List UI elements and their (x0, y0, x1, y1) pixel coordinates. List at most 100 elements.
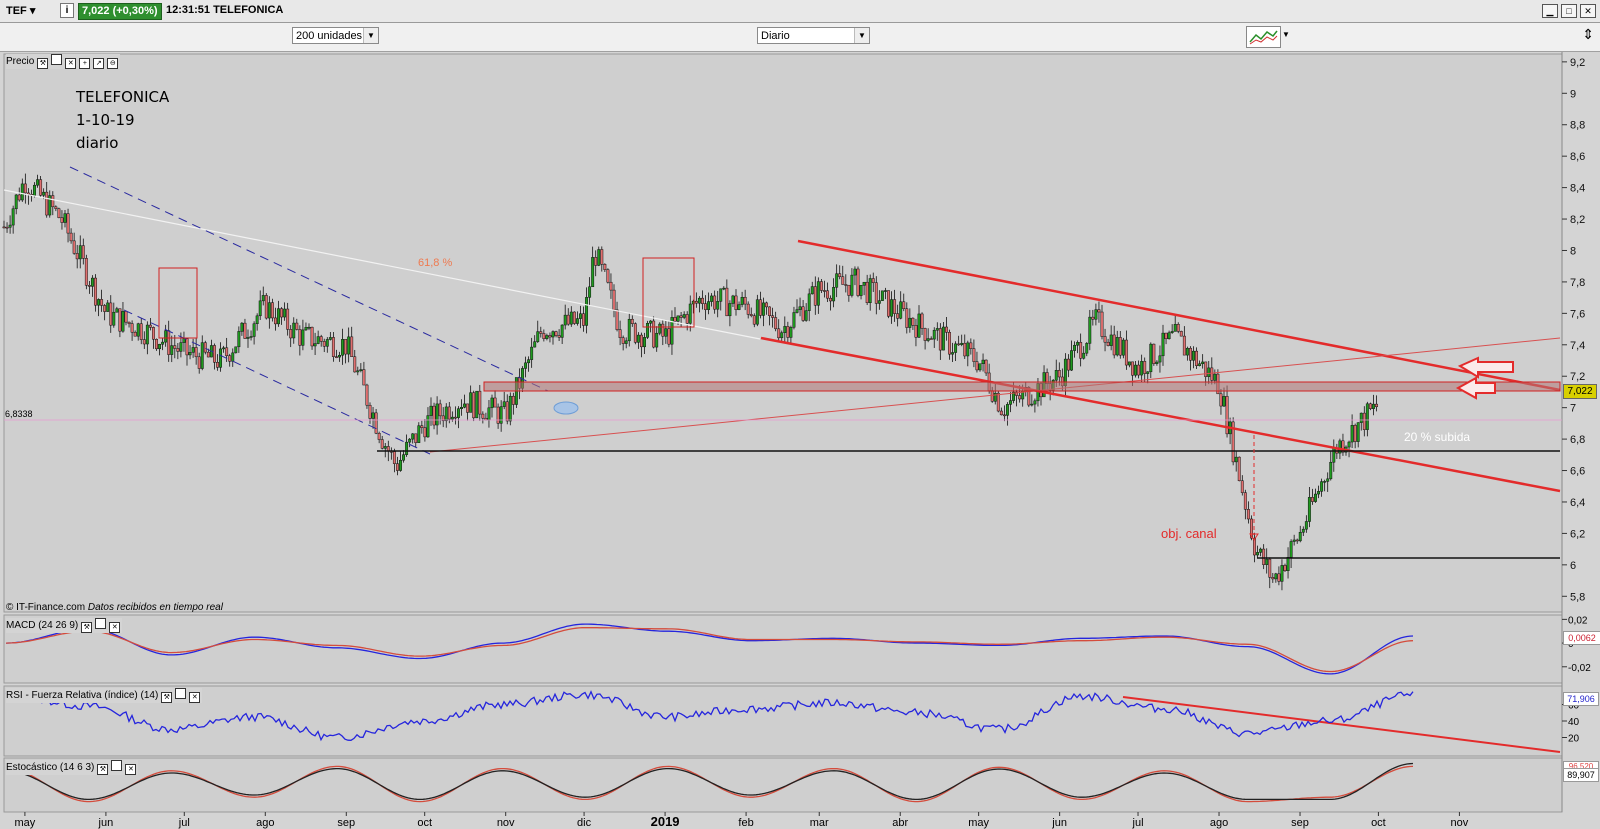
candle-body (731, 295, 735, 304)
wrench-icon[interactable]: ⚒ (161, 692, 173, 703)
candle-body (829, 297, 832, 302)
candle-body (17, 194, 21, 201)
chevron-down-icon: ▼ (854, 28, 869, 43)
chevron-down-icon[interactable]: ▼ (1282, 30, 1290, 39)
units-select[interactable]: 200 unidades ▼ (292, 27, 379, 44)
candle-body (527, 359, 531, 364)
x-tick-label: jul (178, 817, 190, 829)
candle-body (710, 295, 714, 302)
candle-body (1134, 364, 1137, 376)
candle-body (746, 303, 750, 315)
candle-body (261, 295, 265, 302)
window-icon[interactable] (95, 618, 107, 629)
y-tick-label: 7,6 (1570, 308, 1585, 320)
candle-body (453, 416, 457, 419)
candle-body (627, 318, 631, 342)
wrench-icon[interactable]: ⚒ (37, 58, 49, 69)
wrench-icon[interactable]: ⚒ (97, 764, 109, 775)
candle-body (981, 359, 985, 365)
candle-body (1356, 422, 1360, 442)
candle-body (1189, 347, 1192, 361)
candle-body (94, 277, 97, 306)
window-icon[interactable] (175, 688, 187, 699)
candle-body (63, 213, 67, 223)
candle-body (322, 341, 326, 347)
rsi-panel (3, 685, 1563, 757)
candle-body (23, 183, 27, 194)
candle-body (505, 401, 509, 422)
close-icon[interactable]: ✕ (1580, 4, 1596, 18)
maximize-icon[interactable]: □ (1561, 4, 1577, 18)
window-icon[interactable] (111, 760, 123, 771)
chart-type-icon[interactable] (1246, 26, 1281, 48)
candle-body (701, 297, 704, 304)
candle-body (270, 302, 274, 319)
candle-body (868, 278, 872, 303)
candle-body (97, 299, 100, 306)
close-icon[interactable]: ✕ (65, 58, 77, 69)
y-tick-label: 7,8 (1570, 277, 1585, 289)
candle-body (344, 339, 348, 355)
candle-body (1002, 414, 1006, 417)
x-tick-label: may (968, 817, 989, 829)
macd-last-value: 0,0062 (1563, 631, 1600, 645)
highlight-box (158, 267, 198, 339)
candle-body (72, 240, 76, 254)
candle-body (707, 301, 710, 310)
window-icon[interactable] (51, 54, 63, 65)
candle-body (1326, 478, 1330, 482)
candle-body (719, 288, 723, 302)
candle-body (463, 403, 467, 408)
candle-body (408, 438, 412, 443)
candle-body (188, 352, 192, 356)
candle-body (429, 405, 433, 416)
export-icon[interactable]: ↗ (93, 58, 105, 69)
candle-body (914, 325, 918, 338)
wrench-icon[interactable]: ⚒ (81, 622, 93, 633)
candle-body (1112, 334, 1116, 356)
candle-body (1070, 350, 1073, 371)
candle-body (185, 338, 189, 356)
candle-body (850, 274, 854, 296)
info-icon[interactable]: i (60, 3, 74, 18)
rsi-tick-label: 20 (1568, 734, 1580, 745)
candle-body (1182, 335, 1186, 356)
candle-body (112, 311, 116, 326)
candle-body (466, 403, 470, 413)
close-icon[interactable]: ✕ (189, 692, 201, 703)
candle-body (87, 285, 91, 287)
blue-channel-lower (123, 309, 431, 455)
y-tick-label: 7,2 (1570, 371, 1585, 383)
close-icon[interactable]: ✕ (125, 764, 137, 775)
candle-body (423, 427, 427, 438)
candle-body (496, 406, 500, 424)
symbol-dropdown[interactable]: TEF ▾ (6, 5, 36, 17)
candle-body (725, 287, 729, 317)
candle-body (823, 290, 826, 292)
period-select[interactable]: Diario ▼ (757, 27, 870, 44)
candle-body (234, 346, 238, 354)
candle-body (945, 326, 948, 333)
candle-body (1204, 361, 1208, 377)
scroll-arrows-icon[interactable]: ⇕ (1582, 26, 1594, 42)
candle-body (57, 208, 61, 218)
x-tick-label: jun (98, 817, 114, 829)
add-icon[interactable]: + (79, 58, 91, 69)
candle-body (1353, 425, 1357, 442)
remove-icon[interactable]: ⊖ (107, 58, 119, 69)
candle-body (2, 226, 6, 229)
candle-body (1298, 531, 1302, 542)
minimize-icon[interactable]: ▁ (1542, 4, 1558, 18)
candle-body (1268, 558, 1272, 578)
candle-body (1067, 358, 1070, 371)
red-channel-upper (797, 239, 1561, 392)
candle-body (685, 314, 689, 324)
candle-body (1161, 332, 1165, 357)
candle-body (1243, 492, 1247, 510)
candle-body (877, 300, 881, 304)
price-panel-label: Precio ⚒ ✕ + ↗ ⊖ (6, 54, 121, 69)
candle-body (231, 352, 235, 362)
candle-body (267, 302, 271, 319)
candle-body (1009, 400, 1012, 405)
close-icon[interactable]: ✕ (109, 622, 121, 633)
